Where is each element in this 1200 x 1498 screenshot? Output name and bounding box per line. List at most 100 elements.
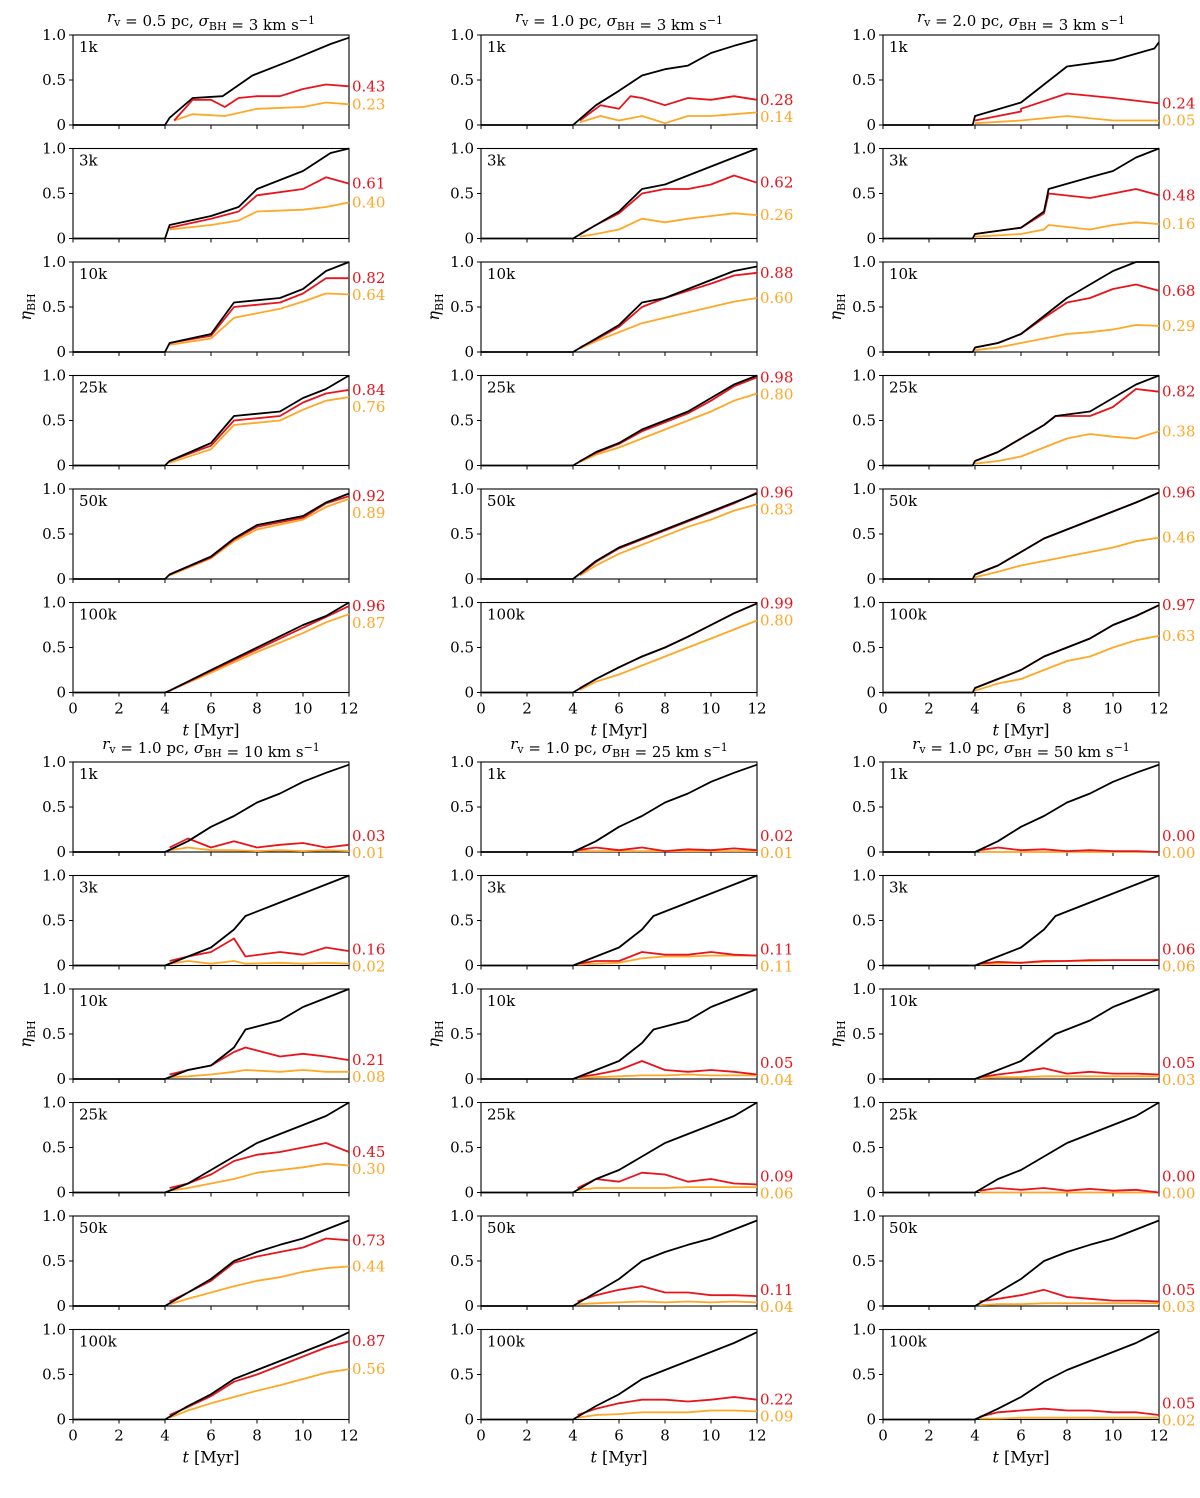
y-tick-label: 0 bbox=[464, 1411, 474, 1429]
subplot-column-6: rv = 1.0 pc, σBH = 50 km s−1 0 0.5 1.0 1k 0.0… bbox=[826, 735, 1195, 1467]
orange-final-label: 0.40 bbox=[352, 194, 385, 212]
panel-label: 50k bbox=[79, 1219, 108, 1237]
series-orange bbox=[979, 1416, 1159, 1420]
x-tick-label: 8 bbox=[660, 1427, 670, 1445]
series-black bbox=[73, 1101, 350, 1194]
panel-frame bbox=[882, 374, 1160, 467]
series-black bbox=[481, 602, 758, 694]
y-tick-label: 0 bbox=[464, 116, 474, 134]
series-orange bbox=[173, 101, 350, 122]
panel-25k: 0 0.5 1.0 25k 0.82 0.38 bbox=[852, 367, 1195, 475]
x-tick-label: 10 bbox=[1103, 1427, 1122, 1445]
series-black bbox=[481, 265, 758, 353]
red-final-label: 0.62 bbox=[760, 174, 793, 192]
x-tick-label: 6 bbox=[1016, 700, 1026, 718]
panel-50k: 0 0.5 1.0 50k 0.96 0.46 bbox=[852, 480, 1195, 588]
y-tick-label: 0.5 bbox=[42, 412, 66, 430]
panel-frame bbox=[882, 1215, 1160, 1307]
red-final-label: 0.05 bbox=[1162, 1281, 1195, 1299]
y-tick-label: 1.0 bbox=[42, 867, 66, 885]
x-tick-label: 6 bbox=[614, 700, 624, 718]
panel-25k: 0 0.5 1.0 25k 0.000.00 bbox=[852, 1094, 1195, 1203]
series-black bbox=[73, 1219, 350, 1307]
x-tick-label: 10 bbox=[701, 700, 720, 718]
y-tick-label: 0 bbox=[56, 116, 66, 134]
panel-label: 1k bbox=[79, 765, 99, 783]
panel-3k: 0 0.5 1.0 3k 0.610.40 bbox=[42, 140, 385, 248]
x-axis-label: t [Myr] bbox=[182, 721, 239, 740]
red-final-label: 0.88 bbox=[760, 264, 793, 282]
y-tick-label: 0 bbox=[464, 1184, 474, 1202]
y-axis-label: ηBH bbox=[424, 1020, 446, 1047]
red-final-label: 0.00 bbox=[1162, 1168, 1195, 1186]
orange-final-label: 0.04 bbox=[760, 1298, 793, 1316]
orange-final-label: 0.02 bbox=[1162, 1412, 1195, 1430]
panel-25k: 0 0.5 1.0 25k 0.450.30 bbox=[42, 1094, 385, 1202]
red-final-label: 0.82 bbox=[352, 269, 385, 287]
column-title: rv = 1.0 pc, σBH = 10 km s−1 bbox=[102, 735, 320, 761]
panel-frame bbox=[72, 488, 350, 580]
y-tick-label: 1.0 bbox=[852, 1094, 876, 1112]
red-final-label: 0.11 bbox=[760, 1281, 793, 1299]
y-tick-label: 0.5 bbox=[450, 71, 474, 89]
red-final-label: 0.82 bbox=[1162, 383, 1195, 401]
y-tick-label: 0 bbox=[56, 1411, 66, 1429]
subplot-column-4: rv = 1.0 pc, σBH = 10 km s−1 0 0.5 1.0 1k 0.0… bbox=[16, 735, 385, 1467]
panel-label: 3k bbox=[487, 879, 507, 897]
panel-frame bbox=[72, 761, 350, 853]
y-tick-label: 0 bbox=[866, 343, 876, 361]
panel-label: 25k bbox=[487, 1106, 516, 1124]
panel-label: 50k bbox=[889, 492, 918, 510]
column-title: rv = 1.0 pc, σBH = 3 km s−1 bbox=[515, 8, 723, 34]
y-tick-label: 0 bbox=[464, 1070, 474, 1088]
series-black bbox=[481, 988, 758, 1080]
subplot-column-2: rv = 1.0 pc, σBH = 3 km s−1 0 0.5 1.0 1k 0.28… bbox=[424, 8, 793, 740]
series-orange bbox=[974, 115, 1159, 125]
y-tick-label: 1.0 bbox=[852, 253, 876, 271]
orange-final-label: 0.30 bbox=[352, 1160, 385, 1178]
panel-50k: 0 0.5 1.0 50k 0.920.89 bbox=[42, 480, 385, 588]
y-tick-label: 0 bbox=[56, 1297, 66, 1315]
series-red bbox=[173, 83, 350, 122]
red-final-label: 0.00 bbox=[1162, 827, 1195, 845]
panel-label: 3k bbox=[79, 152, 99, 170]
y-tick-label: 0.5 bbox=[450, 1139, 474, 1157]
panel-25k: 0 0.5 1.0 25k 0.090.06 bbox=[450, 1094, 793, 1203]
panel-3k: 0 0.5 1.0 3k 0.62 0.26 bbox=[450, 140, 793, 248]
series-black bbox=[73, 763, 350, 853]
x-tick-label: 8 bbox=[252, 1427, 262, 1445]
y-tick-label: 1.0 bbox=[450, 753, 474, 771]
series-black bbox=[73, 261, 350, 353]
panel-25k: 0 0.5 1.0 25k 0.980.80 bbox=[450, 367, 793, 475]
orange-final-label: 0.00 bbox=[1162, 844, 1195, 862]
panel-10k: 0 0.5 1.0 10k 0.050.04 ηBH bbox=[424, 980, 793, 1089]
series-orange bbox=[577, 1186, 757, 1191]
series-red bbox=[577, 1285, 758, 1303]
panel-label: 1k bbox=[889, 38, 909, 56]
series-black bbox=[883, 1330, 1160, 1421]
x-tick-label: 12 bbox=[1149, 1427, 1168, 1445]
y-tick-label: 0 bbox=[464, 457, 474, 475]
y-tick-label: 1.0 bbox=[852, 980, 876, 998]
series-orange bbox=[974, 536, 1160, 579]
x-tick-label: 0 bbox=[476, 700, 486, 718]
orange-final-label: 0.29 bbox=[1162, 317, 1195, 335]
panel-label: 3k bbox=[889, 152, 909, 170]
panel-100k: 0 0.5 1.0 100k 0.050.02 0 2 4 6 8 10 12 t [Myr] bbox=[852, 1321, 1195, 1467]
y-tick-label: 0.5 bbox=[852, 1025, 876, 1043]
y-tick-label: 1.0 bbox=[42, 367, 66, 385]
x-tick-label: 4 bbox=[568, 1427, 578, 1445]
panel-10k: 0 0.5 1.0 10k 0.88 0.60 ηBH bbox=[424, 253, 793, 361]
panel-1k: 0 0.5 1.0 1k 0.030.01 bbox=[42, 753, 385, 862]
subplot-column-3: rv = 2.0 pc, σBH = 3 km s−1 0 0.5 1.0 1k 0.24… bbox=[826, 8, 1195, 740]
panel-10k: 0 0.5 1.0 10k 0.050.03 ηBH bbox=[826, 980, 1195, 1089]
panel-label: 10k bbox=[79, 265, 108, 283]
y-tick-label: 0 bbox=[56, 570, 66, 588]
y-tick-label: 0.5 bbox=[852, 185, 876, 203]
orange-final-label: 0.16 bbox=[1162, 215, 1195, 233]
y-tick-label: 1.0 bbox=[852, 1207, 876, 1225]
y-tick-label: 0.5 bbox=[852, 525, 876, 543]
y-tick-label: 1.0 bbox=[42, 1094, 66, 1112]
red-final-label: 0.98 bbox=[760, 368, 793, 386]
y-tick-label: 0 bbox=[56, 957, 66, 975]
